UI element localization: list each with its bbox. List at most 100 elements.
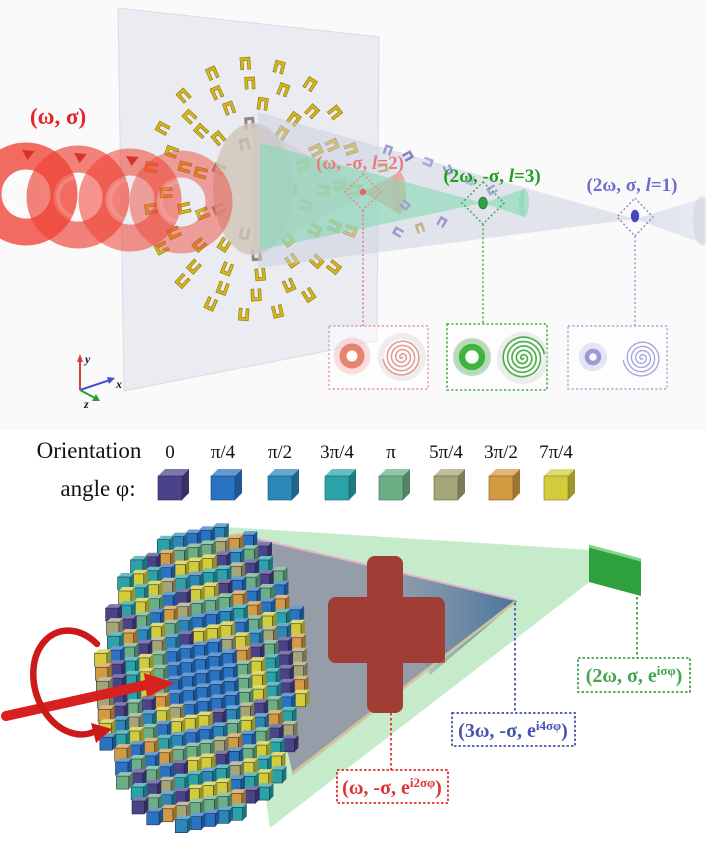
mosaic-cube-side xyxy=(130,587,135,604)
mosaic-cube-top xyxy=(211,722,228,727)
srr-antenna xyxy=(177,160,193,174)
mosaic-cube-top xyxy=(248,643,265,648)
mosaic-cube-side xyxy=(119,632,124,650)
mosaic-cube-top xyxy=(149,636,167,641)
mosaic-cube-top xyxy=(238,716,256,721)
mosaic-cube-top xyxy=(188,798,205,803)
mosaic-cube-top xyxy=(274,622,292,627)
legend-angle-label: 5π/4 xyxy=(429,442,463,463)
mosaic-cube-side xyxy=(211,526,215,544)
mosaic-cube-top xyxy=(237,702,255,707)
mosaic-cube-top xyxy=(109,660,126,665)
mosaic-cube-side xyxy=(224,736,229,754)
mosaic-cube-side xyxy=(201,599,206,617)
mosaic-cube-side xyxy=(199,557,203,575)
mosaic-cube-top xyxy=(204,610,221,615)
mosaic-cube-top xyxy=(198,739,215,744)
srr-antenna xyxy=(222,100,237,116)
mosaic-cube-side xyxy=(264,699,269,717)
mosaic-cube-top xyxy=(201,568,218,573)
mosaic-cube-side xyxy=(249,688,254,706)
mosaic-cube-side xyxy=(183,745,188,763)
mosaic-cube-side xyxy=(240,761,245,779)
mosaic-cube-side xyxy=(159,594,164,612)
mosaic-cube-top xyxy=(232,618,249,623)
mosaic-cube-top xyxy=(126,713,143,717)
mosaic-cube-top xyxy=(144,552,161,557)
mosaic-cube-top xyxy=(257,783,274,788)
mosaic-cube-top xyxy=(135,625,152,630)
mosaic-cube-top xyxy=(180,672,197,677)
pattern-halo xyxy=(497,332,549,384)
mosaic-cube-top xyxy=(115,758,132,763)
mosaic-cube-side xyxy=(183,532,188,550)
mosaic-cube-top xyxy=(157,535,174,540)
orientation-angle-legend: 0 π/4 π/2 3π/4 π 5π/4 3π/2 7π/4 xyxy=(157,442,575,501)
green-screen-highlight xyxy=(588,544,642,562)
mosaic-cube-top xyxy=(278,678,295,683)
mosaic-cube-side xyxy=(266,741,271,759)
mosaic-cube-side xyxy=(182,731,187,749)
mosaic-cube-side xyxy=(208,697,212,715)
mosaic-cube-side xyxy=(199,571,204,589)
mosaic-cube-top xyxy=(249,671,267,676)
mosaic-cube-side xyxy=(304,675,309,693)
mosaic-cube-top xyxy=(203,596,220,601)
mosaic-cube-top xyxy=(178,644,195,649)
legend-angle-label: 0 xyxy=(165,442,175,463)
mosaic-cube-top xyxy=(146,580,163,585)
mosaic-cube-top xyxy=(227,761,245,766)
mosaic-cube-top xyxy=(243,786,260,791)
mosaic-cube-top xyxy=(236,674,253,679)
srr-antenna xyxy=(281,277,297,294)
mosaic-cube-top xyxy=(267,724,284,728)
mosaic-cube-side xyxy=(181,717,186,735)
sh-copolarized-beam-diverging xyxy=(635,198,704,244)
mosaic-cube-side xyxy=(106,649,111,667)
mosaic-cube-top xyxy=(202,582,219,587)
mosaic-cube-side xyxy=(262,671,267,689)
mosaic-cube-side xyxy=(200,585,205,603)
mosaic-cube-top xyxy=(194,683,212,688)
x-axis-label: x xyxy=(115,377,122,391)
mosaic-cube-top xyxy=(150,650,167,655)
mosaic-cube-side xyxy=(220,666,224,684)
mosaic-cube-top xyxy=(181,700,199,705)
mosaic-cube-top xyxy=(118,587,135,591)
mosaic-cube-top xyxy=(168,717,186,722)
mosaic-cube-side xyxy=(293,720,298,738)
mosaic-cube-side xyxy=(242,576,247,594)
legend-cube-side xyxy=(349,469,356,500)
mosaic-cube-top xyxy=(189,599,206,604)
ghost-antenna xyxy=(377,163,389,173)
mosaic-cube-top xyxy=(133,597,150,602)
mosaic-cube-top xyxy=(144,765,161,770)
mosaic-cube-side xyxy=(288,636,293,654)
mosaic-cube-top xyxy=(258,584,275,588)
mosaic-cube-side xyxy=(238,733,243,751)
mosaic-cube-top xyxy=(213,764,231,769)
x-axis-arrow xyxy=(107,377,115,384)
legend-cube-top xyxy=(544,469,575,476)
legend-cube-side xyxy=(182,469,189,500)
legend-title-line1: Orientation xyxy=(37,438,142,463)
mosaic-cube-side xyxy=(217,624,222,642)
beam-bottom-edge xyxy=(292,600,516,775)
mosaic-cube-top xyxy=(218,621,236,626)
mosaic-cube-side xyxy=(160,608,165,626)
mosaic-cube-top xyxy=(134,611,151,616)
mosaic-cube-side xyxy=(232,649,237,667)
mosaic-cube-top xyxy=(132,583,149,588)
mosaic-cube-top xyxy=(131,783,148,787)
mosaic-cube-top xyxy=(241,758,258,763)
mosaic-cube-side xyxy=(254,545,259,563)
helix-rotation-arrow xyxy=(22,150,35,160)
interference-spiral xyxy=(382,340,420,376)
mosaic-cube-top xyxy=(112,716,130,721)
mosaic-cube-top xyxy=(290,647,307,652)
mosaic-cube-side xyxy=(281,752,286,769)
mosaic-cube-top xyxy=(230,803,247,808)
mosaic-cube-top xyxy=(171,532,188,537)
legend-cube-top xyxy=(379,469,410,476)
mosaic-cube-top xyxy=(107,632,124,637)
